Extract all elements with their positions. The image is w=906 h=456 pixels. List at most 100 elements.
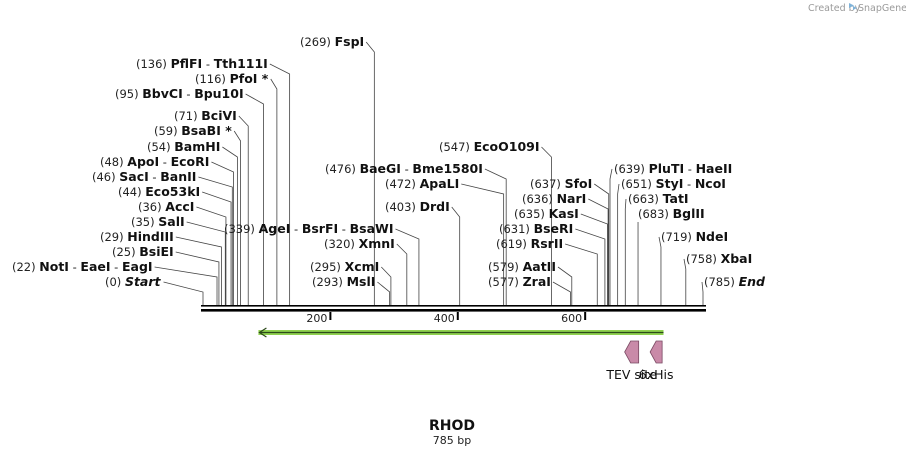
site-position: (577) (488, 275, 523, 289)
site-connector (238, 115, 249, 305)
site-connector (186, 221, 226, 305)
site-position: (136) (136, 57, 171, 71)
site-label: (293) MslI (312, 274, 375, 289)
site-label: (36) AccI (138, 199, 194, 214)
site-position: (631) (499, 222, 534, 236)
enzyme-name: EcoRI (171, 154, 210, 169)
restriction-site-labels: (22) NotI - EaeI - EagI (0) Start (25) B… (12, 34, 766, 289)
enzyme-name: ZraI (523, 274, 551, 289)
axis-tick-label: 400 (434, 312, 455, 325)
site-label: (269) FspI (300, 34, 364, 49)
site-label: (46) SacI - BanII (92, 169, 196, 184)
enzyme-name: ApaLI (420, 176, 460, 191)
site-label: (631) BseRI (499, 221, 573, 236)
snapgene-credit: Created by SnapGene (808, 3, 906, 14)
site-connector (552, 281, 571, 305)
credit-text: Created by (808, 3, 861, 14)
site-position: (547) (439, 140, 474, 154)
site-separator: - (684, 162, 695, 176)
site-position: (116) (195, 72, 230, 86)
enzyme-name: AatII (523, 259, 556, 274)
site-label: (295) XcmI (310, 259, 379, 274)
site-position: (635) (514, 207, 549, 221)
site-label: (44) Eco53kI (118, 184, 200, 199)
site-position: (320) (324, 237, 359, 251)
site-connector (451, 206, 461, 305)
site-separator: - (159, 155, 170, 169)
site-connector (270, 78, 278, 305)
site-position: (22) (12, 260, 39, 274)
enzyme-name: BsrFI (302, 221, 338, 236)
enzyme-name: BciVI (201, 108, 237, 123)
site-position: (0) (105, 275, 125, 289)
site-connector (461, 183, 505, 305)
site-position: (719) (661, 230, 696, 244)
enzyme-name: RsrII (531, 236, 564, 251)
enzyme-name: XbaI (721, 251, 753, 266)
site-position: (35) (131, 215, 158, 229)
site-separator: - (69, 260, 80, 274)
site-position: (95) (115, 87, 142, 101)
site-connector (557, 266, 573, 305)
site-label: (785) End (704, 274, 766, 289)
site-position: (637) (530, 177, 565, 191)
site-label: (25) BsiEI (112, 244, 174, 259)
enzyme-name: NdeI (696, 229, 729, 244)
site-connector (365, 41, 375, 305)
site-label: (59) BsaBI * (154, 123, 232, 138)
credit-brand: SnapGene (858, 3, 906, 14)
enzyme-name: Start (125, 274, 162, 289)
site-connector (396, 243, 408, 305)
enzyme-name: NarI (557, 191, 587, 206)
site-label: (663) TatI (628, 191, 689, 206)
enzyme-name: SalI (158, 214, 184, 229)
enzyme-name: BseRI (534, 221, 574, 236)
site-connector (233, 130, 241, 305)
site-label: (635) KasI (514, 206, 579, 221)
axis-tick-label: 600 (561, 312, 582, 325)
site-connector (175, 236, 222, 305)
backbone-bottom-strand (201, 309, 706, 312)
site-position: (758) (686, 252, 721, 266)
enzyme-name: BsaWI (350, 221, 394, 236)
site-connector (683, 258, 687, 305)
site-label: (54) BamHI (147, 139, 220, 154)
site-position: (785) (704, 275, 739, 289)
orf-arrow-line (258, 327, 664, 338)
axis-tick-mark (456, 312, 459, 320)
site-connector (196, 206, 227, 305)
site-position: (25) (112, 245, 139, 259)
site-label: (683) BglII (638, 206, 705, 221)
site-label: (579) AatII (488, 259, 556, 274)
site-connector (624, 198, 627, 305)
enzyme-name: StyI (656, 176, 684, 191)
enzyme-name: NcoI (695, 176, 726, 191)
site-label: (339) AgeI - BsrFI - BsaWI (224, 221, 393, 236)
enzyme-name: BglII (673, 206, 705, 221)
site-position: (683) (638, 207, 673, 221)
enzyme-name: PluTI (649, 161, 685, 176)
site-connector (175, 251, 220, 305)
site-connector (701, 281, 704, 305)
site-position: (48) (100, 155, 127, 169)
enzyme-name: PfoI * (230, 71, 269, 86)
site-label: (719) NdeI (661, 229, 728, 244)
feature-label: TEV site (605, 367, 657, 382)
site-connector (617, 183, 620, 305)
site-separator: - (149, 170, 160, 184)
site-connector (211, 161, 234, 305)
enzyme-name: BsiEI (139, 244, 173, 259)
site-label: (651) StyI - NcoI (621, 176, 726, 191)
site-label: (48) ApoI - EcoRI (100, 154, 209, 169)
enzyme-name: EaeI (80, 259, 110, 274)
site-position: (636) (522, 192, 557, 206)
site-connector (222, 146, 238, 305)
site-connector (541, 146, 552, 305)
enzyme-name: Bme1580I (412, 161, 482, 176)
site-position: (269) (300, 35, 335, 49)
site-position: (579) (488, 260, 523, 274)
site-label: (472) ApaLI (385, 176, 459, 191)
enzyme-name: PflFI (171, 56, 203, 71)
site-connector (163, 281, 204, 305)
site-separator: - (338, 222, 349, 236)
